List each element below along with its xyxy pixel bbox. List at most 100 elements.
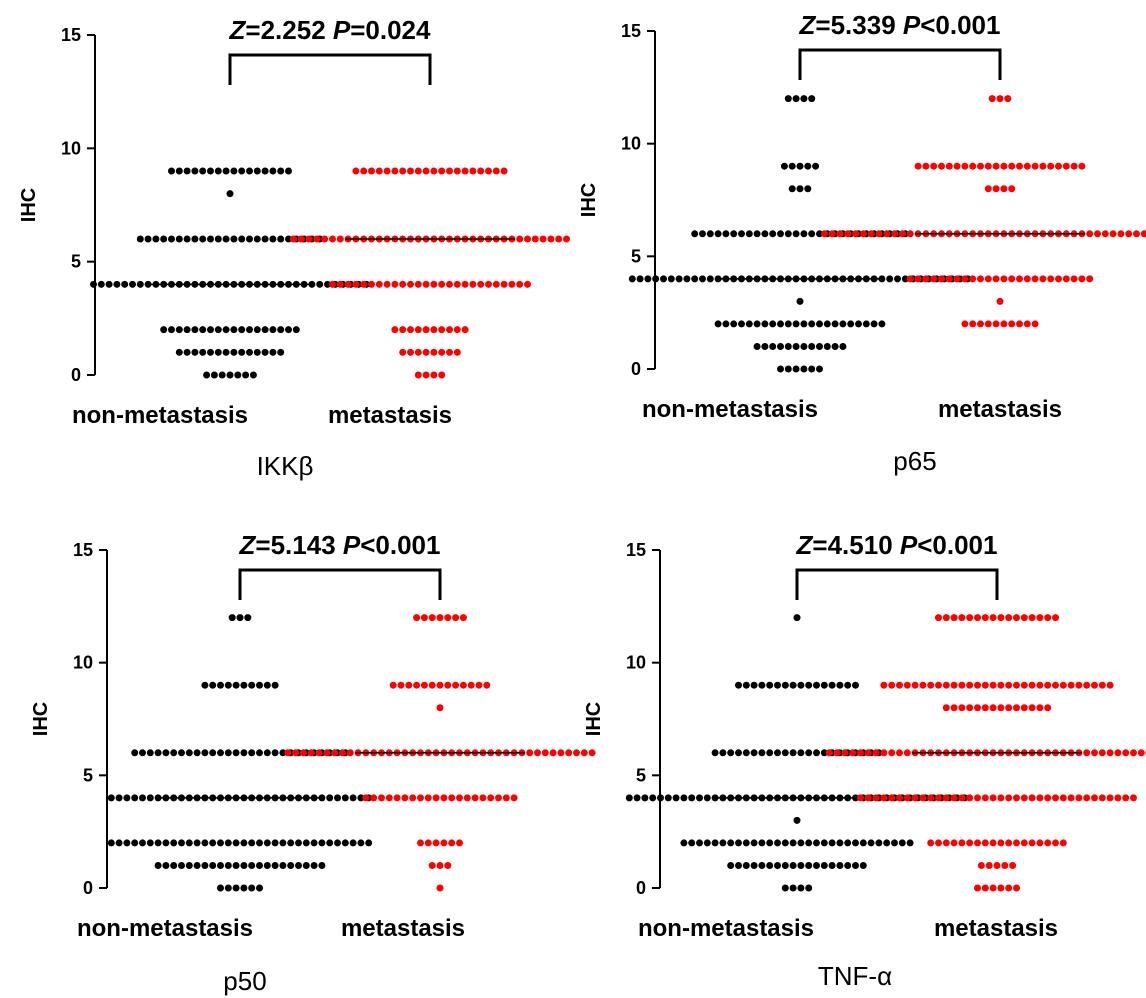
data-point	[467, 681, 475, 689]
data-point	[214, 326, 222, 334]
data-point	[966, 794, 974, 802]
data-point	[641, 794, 649, 802]
data-point	[253, 167, 261, 175]
data-point	[115, 839, 123, 847]
data-point	[360, 280, 368, 288]
data-point	[407, 348, 414, 356]
data-point	[261, 235, 269, 243]
data-point	[1044, 614, 1052, 622]
data-point	[935, 794, 942, 802]
data-point	[246, 348, 253, 356]
data-point	[633, 794, 641, 802]
data-point	[880, 681, 888, 689]
data-point	[428, 861, 436, 869]
data-point	[226, 190, 234, 198]
data-point	[107, 839, 115, 847]
data-point	[263, 839, 271, 847]
data-point	[228, 614, 236, 622]
data-point	[804, 162, 812, 170]
y-tick-label: 15	[621, 21, 641, 41]
data-point	[175, 167, 183, 175]
data-point	[862, 320, 870, 328]
data-point	[1009, 861, 1017, 869]
data-point	[256, 749, 263, 757]
data-point	[318, 861, 326, 869]
data-point	[383, 280, 391, 288]
data-point	[256, 839, 263, 847]
data-point	[911, 681, 919, 689]
data-point	[563, 235, 570, 243]
data-point	[302, 839, 310, 847]
data-point	[214, 235, 222, 243]
stat-p-symbol: P	[333, 15, 351, 45]
x-category-label: metastasis	[328, 402, 452, 429]
data-point	[214, 348, 222, 356]
data-point	[984, 275, 992, 283]
data-point	[1047, 275, 1055, 283]
y-tick-label: 10	[621, 134, 641, 154]
data-point	[1052, 614, 1059, 622]
data-point	[459, 681, 467, 689]
data-point	[346, 749, 354, 757]
data-point	[1044, 839, 1052, 847]
data-point	[761, 342, 769, 350]
data-point	[170, 861, 178, 869]
data-point	[942, 839, 950, 847]
data-point	[244, 614, 252, 622]
data-point	[828, 839, 836, 847]
data-point	[977, 275, 984, 283]
data-point	[123, 794, 131, 802]
data-point	[146, 749, 154, 757]
data-point	[1008, 185, 1016, 193]
data-point	[903, 681, 911, 689]
data-point	[448, 839, 456, 847]
data-point	[321, 235, 329, 243]
data-point	[162, 839, 170, 847]
data-point	[414, 348, 422, 356]
data-point	[981, 681, 989, 689]
significance-bracket	[795, 568, 999, 600]
data-point	[424, 794, 432, 802]
data-point	[1031, 320, 1039, 328]
stat-p-value: =0.024	[350, 15, 431, 45]
data-point	[849, 749, 857, 757]
data-point	[459, 614, 467, 622]
data-point	[961, 162, 969, 170]
data-point	[217, 839, 224, 847]
data-point	[341, 839, 349, 847]
data-point	[453, 167, 461, 175]
data-point	[420, 614, 428, 622]
data-point	[958, 681, 966, 689]
data-point	[1122, 794, 1130, 802]
data-point	[277, 235, 285, 243]
data-point	[1005, 794, 1013, 802]
data-point	[1067, 794, 1075, 802]
y-tick-label: 5	[636, 765, 646, 785]
data-point	[201, 839, 209, 847]
data-point	[97, 280, 105, 288]
x-category-label: non-metastasis	[638, 915, 814, 942]
data-point	[238, 348, 246, 356]
stat-z-value: =2.252	[245, 15, 332, 45]
data-point	[555, 235, 563, 243]
data-point	[788, 185, 796, 193]
data-point	[357, 794, 365, 802]
data-point	[279, 839, 287, 847]
data-point	[531, 235, 539, 243]
data-point	[487, 794, 495, 802]
data-point	[784, 342, 792, 350]
data-point	[813, 681, 820, 689]
data-point	[224, 884, 232, 892]
data-point	[1091, 749, 1098, 757]
x-category-label: non-metastasis	[642, 396, 818, 423]
data-point	[831, 320, 839, 328]
data-point	[154, 861, 162, 869]
data-point	[485, 280, 492, 288]
data-point	[1013, 614, 1020, 622]
data-point	[191, 326, 199, 334]
data-point	[1070, 275, 1078, 283]
data-point	[1086, 275, 1094, 283]
data-point	[784, 365, 792, 373]
data-point	[368, 280, 375, 288]
data-point	[894, 275, 901, 283]
